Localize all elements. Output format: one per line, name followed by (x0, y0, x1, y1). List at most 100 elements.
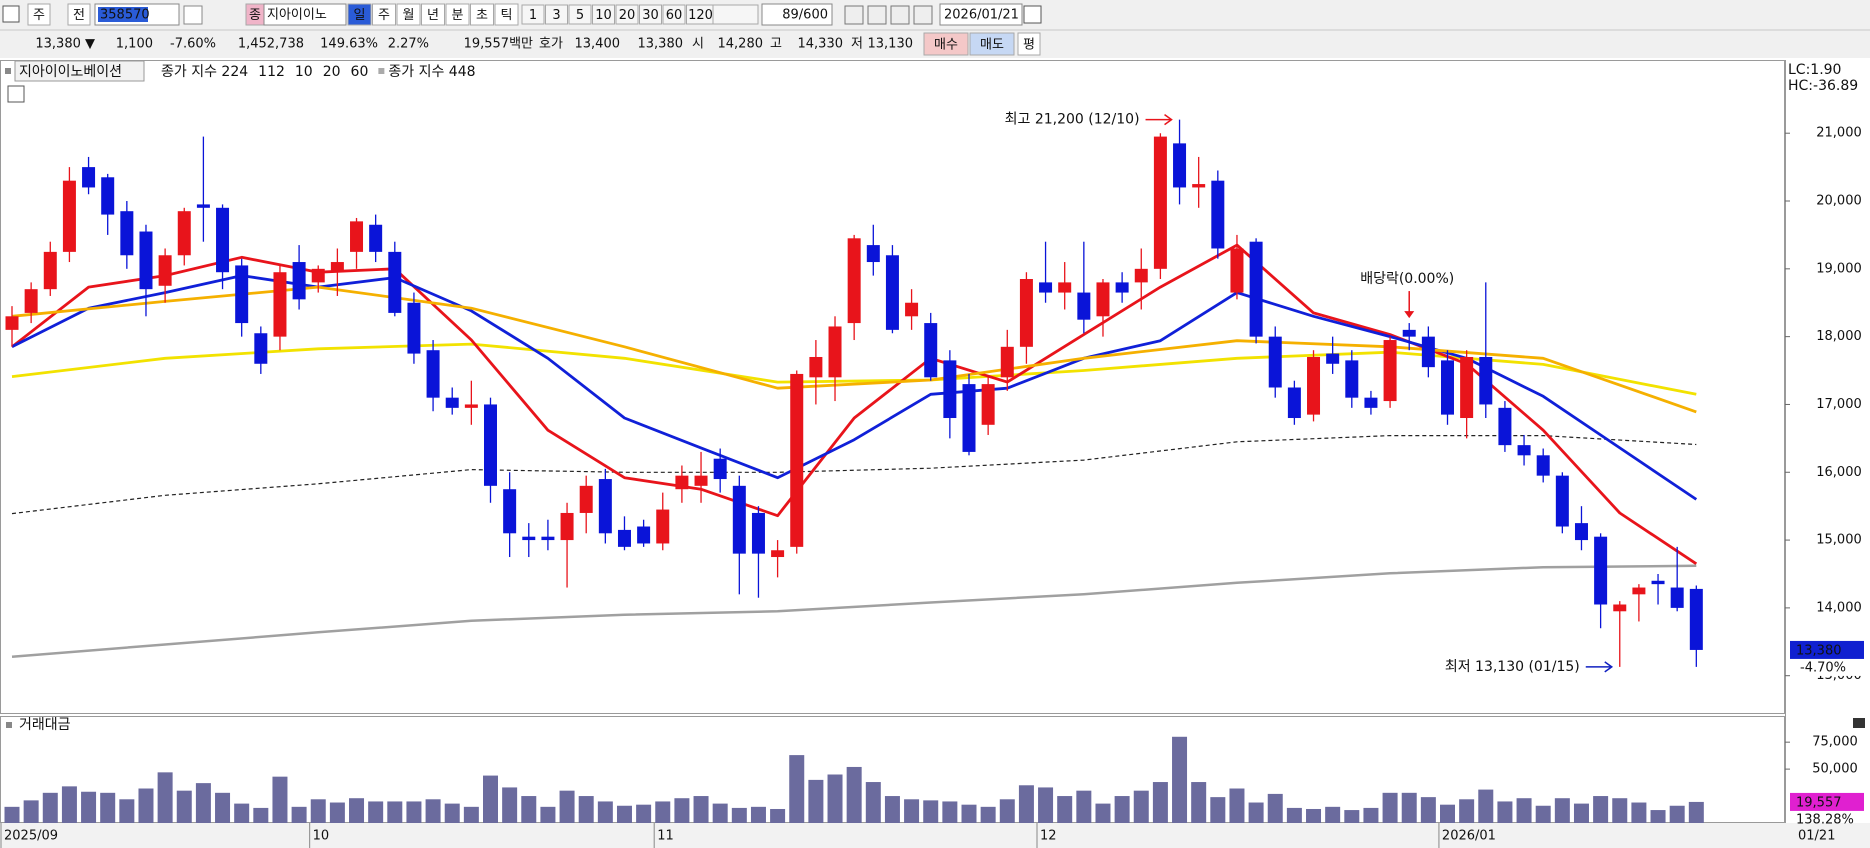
period-select[interactable]: 주 (33, 8, 45, 23)
count-box[interactable] (761, 3, 833, 26)
period-button-bg[interactable] (421, 3, 445, 26)
all-button-bg[interactable] (67, 3, 91, 26)
last-date: 01/21 (1798, 829, 1835, 844)
close-icon[interactable] (1853, 718, 1865, 728)
volume-square (6, 722, 12, 728)
sell-button[interactable]: 매도 (980, 38, 1004, 53)
volume-bar (865, 782, 881, 823)
candle-body (1039, 282, 1053, 293)
period-button[interactable]: 월 (403, 8, 415, 23)
volume-bar (693, 796, 709, 823)
y-tick-label: 20,000 (1816, 194, 1862, 209)
volume-bar (463, 806, 479, 823)
interval-dropdown[interactable] (712, 4, 759, 25)
bar-count: 89/600 (782, 8, 828, 23)
volume-bar (1650, 810, 1666, 823)
average-button[interactable]: 평 (1023, 38, 1035, 53)
tool-b-icon[interactable] (867, 5, 887, 25)
volume-bar (157, 772, 173, 823)
interval-button[interactable]: 3 (552, 8, 560, 23)
y-tick-label: 21,000 (1816, 126, 1862, 141)
legend-stock-name: 지아이이노베이션 (19, 64, 122, 80)
interval-button-bg[interactable] (639, 4, 662, 25)
date-box[interactable] (939, 3, 1023, 26)
volume-bar (1325, 806, 1341, 823)
buy-button[interactable]: 매수 (934, 38, 958, 53)
volume-bar (310, 799, 326, 823)
interval-button-bg[interactable] (662, 4, 686, 25)
period-button[interactable]: 주 (378, 8, 390, 23)
interval-button[interactable]: 20 (619, 8, 636, 23)
quote-ask-label: 호가 (539, 37, 563, 52)
calendar-icon[interactable] (1023, 5, 1042, 24)
period-button-bg[interactable] (470, 3, 494, 26)
interval-button[interactable]: 5 (576, 8, 584, 23)
interval-button-bg[interactable] (592, 4, 615, 25)
lc-label: LC:1.90 (1788, 62, 1841, 78)
candle-body (292, 262, 306, 300)
volume-bar (272, 776, 288, 823)
quote-low: 13,130 (868, 37, 914, 52)
interval-button-bg[interactable] (545, 4, 568, 25)
interval-button[interactable]: 60 (666, 8, 683, 23)
name-tag[interactable]: 종 (249, 8, 261, 23)
volume-bar (1038, 787, 1054, 823)
candle-body (1287, 387, 1301, 419)
stock-code[interactable]: 358570 (100, 8, 150, 23)
period-button-bg[interactable] (396, 3, 421, 26)
period-button-bg[interactable] (347, 3, 372, 26)
low-arrow-head (1604, 661, 1614, 673)
buy-button-bg[interactable] (923, 32, 969, 56)
period-select-bg[interactable] (27, 3, 51, 26)
period-button[interactable]: 일 (354, 8, 366, 23)
period-button-bg[interactable] (372, 3, 396, 26)
save-icon[interactable] (890, 5, 910, 25)
period-button[interactable]: 초 (476, 8, 488, 23)
legend-entry: 20 (323, 64, 341, 80)
volume-bar (597, 801, 613, 823)
all-button[interactable]: 전 (73, 8, 85, 23)
menu-icon[interactable] (2, 5, 20, 23)
candle-body (656, 509, 670, 544)
volume-bar (291, 806, 307, 823)
interval-button[interactable]: 120 (688, 8, 713, 23)
volume-bar (406, 801, 422, 823)
candle-body (1268, 336, 1282, 388)
period-button-bg[interactable] (494, 3, 519, 26)
volume-bar (1420, 797, 1436, 823)
tool-a-icon[interactable] (844, 5, 864, 25)
volume-bar (1516, 798, 1532, 823)
legend-name-box[interactable] (14, 60, 145, 82)
volume-bar (138, 788, 154, 823)
search-icon[interactable] (183, 5, 203, 25)
candle-body (101, 177, 115, 215)
candle-body (675, 475, 689, 490)
candle-body (1574, 523, 1588, 541)
interval-button-bg[interactable] (521, 4, 545, 25)
interval-button[interactable]: 1 (529, 8, 537, 23)
volume-bar (789, 755, 805, 823)
query-date[interactable]: 2026/01/21 (944, 8, 1019, 23)
stock-name[interactable]: 지아이이노 (267, 8, 327, 23)
period-button-bg[interactable] (445, 3, 470, 26)
candle-body (981, 384, 995, 425)
volume-bar (1306, 808, 1322, 823)
name-box[interactable] (263, 3, 347, 26)
period-button[interactable]: 분 (452, 8, 464, 23)
volume-current-label: 19,557 (1796, 795, 1842, 810)
interval-button[interactable]: 30 (642, 8, 659, 23)
average-button-bg[interactable] (1017, 32, 1041, 56)
period-button[interactable]: 틱 (501, 8, 513, 23)
volume-bar (1535, 805, 1551, 823)
interval-button[interactable]: 10 (595, 8, 612, 23)
y-tick-label: 16,000 (1816, 465, 1862, 480)
volume-bar (502, 787, 518, 823)
interval-button-bg[interactable] (568, 4, 592, 25)
candle-body (1173, 143, 1187, 188)
interval-button-bg[interactable] (615, 4, 639, 25)
period-button[interactable]: 년 (427, 8, 439, 23)
settings-icon[interactable] (913, 5, 933, 25)
candle-body (1000, 346, 1014, 378)
sell-button-bg[interactable] (969, 32, 1015, 56)
candle-body (1670, 587, 1684, 608)
